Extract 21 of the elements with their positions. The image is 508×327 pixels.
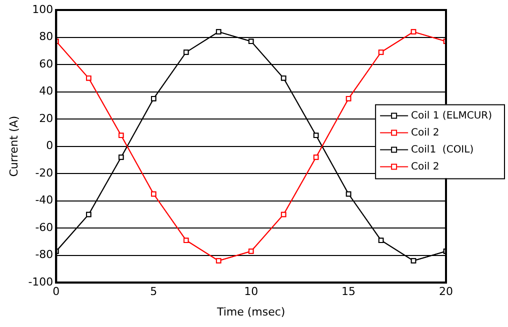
- y-tick-label: -100: [28, 275, 54, 288]
- legend-label: Coil1 (COIL): [411, 144, 474, 156]
- y-axis-title: Current (A): [7, 116, 20, 177]
- y-tick-label: 0: [46, 139, 54, 152]
- y-tick-label: -20: [35, 166, 54, 180]
- y-tick-label: 40: [39, 84, 54, 98]
- y-tick-label: -60: [35, 220, 54, 234]
- y-tick-label: 60: [39, 57, 54, 70]
- legend-label: Coil 2: [411, 127, 440, 138]
- x-tick-label: 20: [439, 285, 453, 298]
- x-tick-label: 10: [244, 285, 258, 298]
- legend-label: Coil 2: [411, 161, 440, 172]
- y-tick-label: 80: [39, 30, 54, 44]
- y-tick-label: -40: [35, 194, 54, 207]
- y-tick-label: -80: [35, 248, 54, 262]
- y-tick-label: 20: [39, 112, 54, 125]
- y-tick-label: 100: [32, 2, 54, 16]
- legend-label: Coil 1 (ELMCUR): [411, 110, 492, 122]
- x-axis-title: Time (msec): [216, 305, 286, 318]
- x-tick-label: 15: [342, 285, 356, 298]
- x-tick-label: 5: [150, 285, 158, 298]
